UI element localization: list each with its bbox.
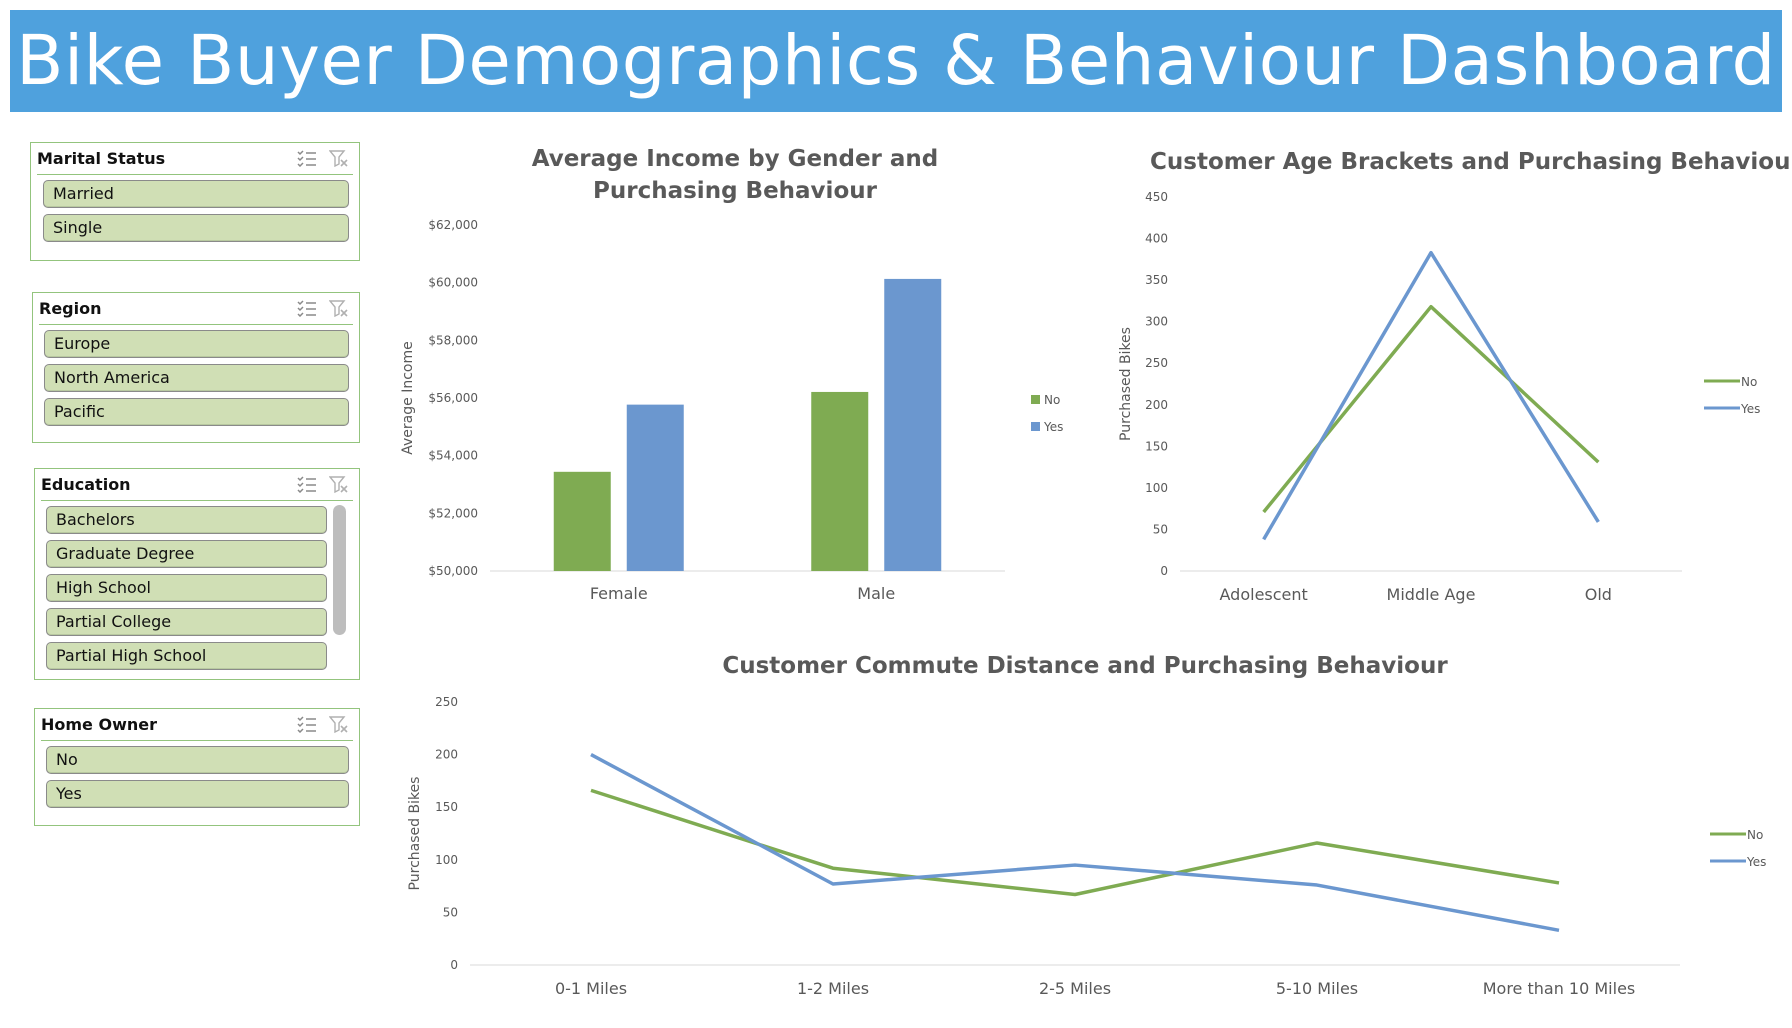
legend-label-no: No xyxy=(1044,393,1060,407)
slicer-item-list: Europe North America Pacific xyxy=(44,325,349,426)
bar-male-yes xyxy=(884,278,942,571)
legend-label-yes: Yes xyxy=(1740,402,1760,416)
y-tick-label: 450 xyxy=(1145,190,1168,204)
multi-select-icon[interactable] xyxy=(297,475,317,493)
multi-select-icon[interactable] xyxy=(297,149,317,167)
slicer-item-high-school[interactable]: High School xyxy=(46,574,327,602)
slicer-item-no[interactable]: No xyxy=(46,746,349,774)
multi-select-icon[interactable] xyxy=(297,715,317,733)
y-tick-label: 200 xyxy=(435,748,458,762)
dashboard-title: Bike Buyer Demographics & Behaviour Dash… xyxy=(16,21,1776,101)
slicer-title: Marital Status xyxy=(37,149,166,168)
slicer-item-graduate-degree[interactable]: Graduate Degree xyxy=(46,540,327,568)
y-axis-label: Purchased Bikes xyxy=(407,777,423,891)
x-tick-label: Female xyxy=(590,584,648,603)
legend-label-yes: Yes xyxy=(1043,420,1063,434)
clear-filter-icon[interactable] xyxy=(329,715,349,733)
slicer-title: Region xyxy=(39,299,102,318)
series-line-yes xyxy=(590,753,1560,933)
y-axis-label: Purchased Bikes xyxy=(1118,327,1134,441)
x-tick-label: 0-1 Miles xyxy=(555,979,627,998)
y-axis-label: Average Income xyxy=(400,341,416,454)
y-tick-label: $52,000 xyxy=(428,506,478,520)
bar-male-no xyxy=(811,391,869,571)
slicer-title: Home Owner xyxy=(41,715,157,734)
slicer-item-pacific[interactable]: Pacific xyxy=(44,398,349,426)
bar-female-yes xyxy=(626,404,684,571)
y-tick-label: $56,000 xyxy=(428,391,478,405)
y-tick-label: 0 xyxy=(1160,564,1168,578)
y-tick-label: 150 xyxy=(1145,439,1168,453)
clear-filter-icon[interactable] xyxy=(329,299,349,317)
slicer-header: Region xyxy=(39,293,353,325)
age-chart-title: Customer Age Brackets and Purchasing Beh… xyxy=(1150,149,1792,175)
y-tick-label: 100 xyxy=(1145,481,1168,495)
income-chart-title: Average Income by Gender and Purchasing … xyxy=(531,146,939,204)
slicer-item-bachelors[interactable]: Bachelors xyxy=(46,506,327,534)
slicer-marital-status: Marital Status Married Single xyxy=(30,142,360,261)
slicer-header: Marital Status xyxy=(37,143,353,175)
slicer-item-yes[interactable]: Yes xyxy=(46,780,349,808)
x-tick-label: 1-2 Miles xyxy=(797,979,869,998)
legend-swatch-yes xyxy=(1031,422,1040,431)
x-tick-label: 5-10 Miles xyxy=(1276,979,1358,998)
bar-female-no xyxy=(553,471,611,571)
x-tick-label: More than 10 Miles xyxy=(1483,979,1636,998)
slicer-item-list: Bachelors Graduate Degree High School Pa… xyxy=(46,501,327,670)
y-tick-label: 100 xyxy=(435,853,458,867)
income-bar-chart: $50,000 $52,000 $54,000 $56,000 $58,000 $60,0… xyxy=(400,218,1063,603)
x-tick-label: Middle Age xyxy=(1387,585,1476,604)
legend-swatch-no xyxy=(1031,395,1040,404)
slicer-item-list: No Yes xyxy=(46,741,349,808)
slicer-education: Education Bachelors Graduate Degree High… xyxy=(34,468,360,680)
series-line-yes xyxy=(1262,250,1600,541)
x-tick-label: 2-5 Miles xyxy=(1039,979,1111,998)
y-tick-label: 0 xyxy=(450,958,458,972)
legend-label-no: No xyxy=(1747,828,1763,842)
y-tick-label: $50,000 xyxy=(428,564,478,578)
slicer-item-europe[interactable]: Europe xyxy=(44,330,349,358)
dashboard-header: Bike Buyer Demographics & Behaviour Dash… xyxy=(10,10,1782,112)
y-tick-label: $54,000 xyxy=(428,449,478,463)
slicer-item-north-america[interactable]: North America xyxy=(44,364,349,392)
slicer-region: Region Europe North America Pacific xyxy=(32,292,360,443)
slicer-header: Education xyxy=(41,469,353,501)
y-tick-label: 300 xyxy=(1145,315,1168,329)
slicer-header: Home Owner xyxy=(41,709,353,741)
y-tick-label: 250 xyxy=(435,695,458,709)
slicer-item-partial-high-school[interactable]: Partial High School xyxy=(46,642,327,670)
slicer-title: Education xyxy=(41,475,131,494)
series-line-no xyxy=(1262,304,1600,514)
legend-label-yes: Yes xyxy=(1746,855,1766,869)
clear-filter-icon[interactable] xyxy=(329,149,349,167)
slicer-item-list: Married Single xyxy=(43,175,349,242)
y-tick-label: 200 xyxy=(1145,398,1168,412)
multi-select-icon[interactable] xyxy=(297,299,317,317)
slicer-scrollbar[interactable] xyxy=(333,505,346,635)
y-tick-label: 50 xyxy=(1153,522,1168,536)
slicer-home-owner: Home Owner No Yes xyxy=(34,708,360,826)
y-tick-label: 50 xyxy=(443,905,458,919)
slicer-item-single[interactable]: Single xyxy=(43,214,349,242)
y-tick-label: $60,000 xyxy=(428,276,478,290)
y-tick-label: $58,000 xyxy=(428,333,478,347)
legend-label-no: No xyxy=(1741,375,1757,389)
slicer-item-partial-college[interactable]: Partial College xyxy=(46,608,327,636)
slicer-item-married[interactable]: Married xyxy=(43,180,349,208)
x-tick-label: Old xyxy=(1585,585,1612,604)
y-tick-label: 150 xyxy=(435,800,458,814)
commute-line-chart: 0 50 100 150 200 250 Purchased Bikes 0-1 Miles 1… xyxy=(407,695,1766,998)
y-tick-label: 400 xyxy=(1145,232,1168,246)
clear-filter-icon[interactable] xyxy=(329,475,349,493)
y-tick-label: 250 xyxy=(1145,356,1168,370)
x-tick-label: Adolescent xyxy=(1220,585,1308,604)
age-line-chart: 0 50 100 150 200 250 300 350 400 450 Purchased Bik… xyxy=(1118,190,1760,604)
series-line-no xyxy=(590,788,1560,897)
commute-chart-title: Customer Commute Distance and Purchasing… xyxy=(722,653,1448,679)
y-tick-label: 350 xyxy=(1145,273,1168,287)
x-tick-label: Male xyxy=(857,584,895,603)
y-tick-label: $62,000 xyxy=(428,218,478,232)
